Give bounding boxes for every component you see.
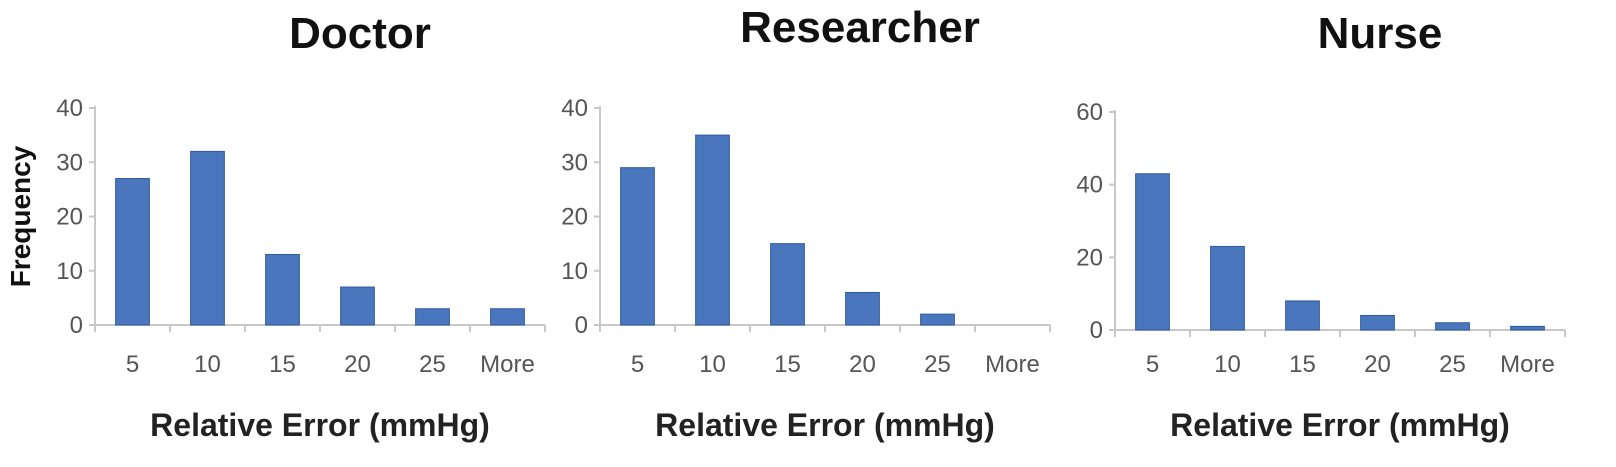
x-tick-label: 5 <box>126 351 139 378</box>
y-tick-label: 60 <box>1076 99 1103 126</box>
chart-title: Doctor <box>289 9 431 58</box>
y-tick-label: 30 <box>561 149 588 176</box>
bar-20 <box>1360 314 1395 331</box>
x-tick-label: More <box>985 351 1040 378</box>
y-tick-label: 40 <box>561 95 588 122</box>
bar-15 <box>770 243 805 326</box>
x-tick-label: 10 <box>699 351 726 378</box>
bar-5 <box>620 167 655 326</box>
bar-20 <box>845 291 880 326</box>
x-tick-label: 5 <box>631 351 644 378</box>
x-tick-label: 5 <box>1146 351 1159 378</box>
bar-25 <box>415 308 450 326</box>
bar-25 <box>1435 322 1470 331</box>
x-axis-label: Relative Error (mmHg) <box>150 407 490 443</box>
x-tick-label: 15 <box>269 351 296 378</box>
bar-more <box>490 308 525 326</box>
x-tick-label: 10 <box>1214 351 1241 378</box>
bar-5 <box>115 178 150 326</box>
bar-15 <box>1285 300 1320 331</box>
x-tick-label: 25 <box>419 351 446 378</box>
x-axis-label: Relative Error (mmHg) <box>1170 407 1510 443</box>
x-tick-label: 15 <box>1289 351 1316 378</box>
bar-15 <box>265 253 300 326</box>
y-tick-label: 0 <box>575 312 588 339</box>
y-tick-label: 0 <box>70 312 83 339</box>
x-tick-label: 25 <box>1439 351 1466 378</box>
chart-title: Nurse <box>1318 9 1443 58</box>
y-axis-label: Frequency <box>5 145 36 287</box>
x-tick-label: 20 <box>849 351 876 378</box>
y-tick-label: 20 <box>561 204 588 231</box>
x-tick-label: 10 <box>194 351 221 378</box>
chart-title: Researcher <box>740 3 980 52</box>
y-tick-label: 40 <box>1076 172 1103 199</box>
x-tick-label: 25 <box>924 351 951 378</box>
x-tick-label: 20 <box>1364 351 1391 378</box>
bar-20 <box>340 286 375 326</box>
bar-25 <box>920 313 955 326</box>
y-tick-label: 40 <box>56 95 83 122</box>
y-tick-label: 30 <box>56 149 83 176</box>
y-tick-label: 20 <box>1076 244 1103 271</box>
bar-10 <box>1210 245 1245 331</box>
x-tick-label: 15 <box>774 351 801 378</box>
bar-10 <box>190 150 225 326</box>
x-tick-label: More <box>480 351 535 378</box>
y-tick-label: 0 <box>1090 317 1103 344</box>
bar-5 <box>1135 173 1170 331</box>
x-axis-label: Relative Error (mmHg) <box>655 407 995 443</box>
y-tick-label: 20 <box>56 204 83 231</box>
bar-10 <box>695 134 730 326</box>
y-tick-label: 10 <box>561 258 588 285</box>
x-tick-label: 20 <box>344 351 371 378</box>
y-tick-label: 10 <box>56 258 83 285</box>
x-tick-label: More <box>1500 351 1555 378</box>
bar-more <box>1510 325 1545 331</box>
